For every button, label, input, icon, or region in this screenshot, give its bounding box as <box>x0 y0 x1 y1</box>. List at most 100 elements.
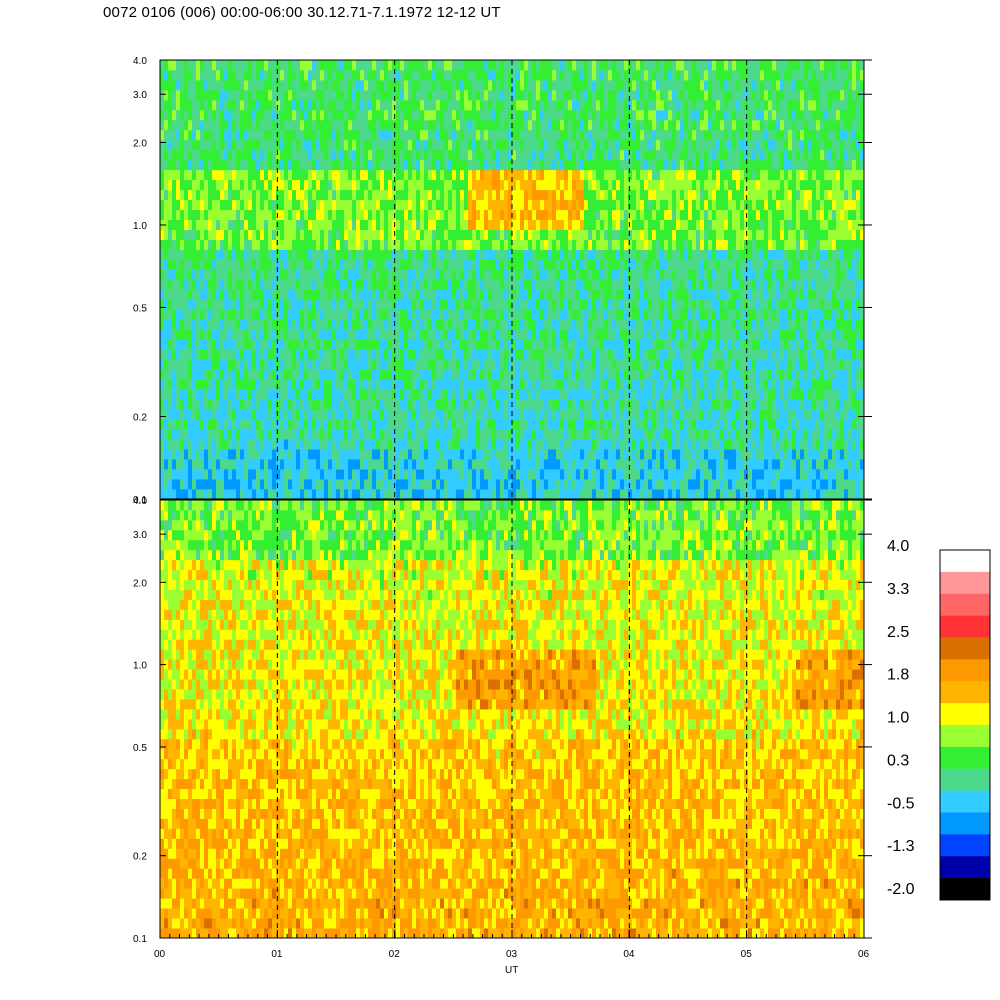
heatmap-cell <box>220 279 225 290</box>
heatmap-cell <box>384 429 389 440</box>
heatmap-cell <box>468 259 473 270</box>
heatmap-cell <box>420 409 425 420</box>
heatmap-cell <box>436 389 441 400</box>
heatmap-cell <box>428 199 433 211</box>
heatmap-cell <box>372 359 377 370</box>
heatmap-cell <box>576 159 581 171</box>
heatmap-cell <box>444 99 449 111</box>
heatmap-cell <box>556 69 561 81</box>
heatmap-cell <box>400 149 405 161</box>
heatmap-cell <box>460 469 465 480</box>
heatmap-cell <box>248 159 253 171</box>
heatmap-cell <box>612 389 617 400</box>
heatmap-cell <box>600 319 605 330</box>
heatmap-cell <box>548 199 553 211</box>
heatmap-cell <box>580 149 585 161</box>
heatmap-cell <box>572 99 577 111</box>
heatmap-cell <box>460 219 465 231</box>
heatmap-cell <box>564 219 569 231</box>
heatmap-cell <box>492 119 497 131</box>
heatmap-cell <box>280 469 285 480</box>
heatmap-cell <box>312 179 317 191</box>
heatmap-cell <box>532 259 537 270</box>
heatmap-cell <box>188 329 193 340</box>
heatmap-cell <box>596 369 601 380</box>
heatmap-cell <box>344 389 349 400</box>
heatmap-cell <box>484 469 489 480</box>
heatmap-cell <box>340 309 345 320</box>
heatmap-cell <box>440 169 445 181</box>
heatmap-cell <box>500 279 505 290</box>
heatmap-cell <box>316 89 321 101</box>
heatmap-cell <box>528 179 533 191</box>
heatmap-cell <box>512 449 517 460</box>
heatmap-cell <box>356 89 361 101</box>
heatmap-cell <box>324 199 329 211</box>
heatmap-cell <box>208 439 213 450</box>
heatmap-cell <box>208 419 213 430</box>
heatmap-cell <box>440 329 445 340</box>
heatmap-cell <box>384 389 389 400</box>
heatmap-cell <box>256 469 261 480</box>
heatmap-cell <box>420 419 425 430</box>
heatmap-cell <box>288 419 293 430</box>
heatmap-cell <box>440 379 445 390</box>
heatmap-cell <box>460 319 465 330</box>
heatmap-cell <box>280 459 285 470</box>
heatmap-cell <box>272 249 277 260</box>
heatmap-cell <box>512 209 517 221</box>
heatmap-cell <box>352 79 357 91</box>
heatmap-cell <box>272 299 277 310</box>
heatmap-cell <box>420 469 425 480</box>
heatmap-cell <box>216 269 221 280</box>
heatmap-cell <box>220 259 225 270</box>
heatmap-cell <box>400 209 405 221</box>
heatmap-cell <box>400 419 405 430</box>
heatmap-cell <box>188 219 193 231</box>
heatmap-cell <box>524 369 529 380</box>
heatmap-cell <box>316 489 321 500</box>
heatmap-cell <box>384 199 389 211</box>
heatmap-cell <box>476 379 481 390</box>
heatmap-cell <box>532 399 537 410</box>
heatmap-cell <box>464 489 469 500</box>
heatmap-cell <box>252 60 257 71</box>
heatmap-cell <box>224 79 229 91</box>
heatmap-cell <box>372 60 377 71</box>
heatmap-cell <box>364 209 369 221</box>
heatmap-cell <box>592 309 597 320</box>
heatmap-cell <box>376 459 381 470</box>
heatmap-cell <box>444 389 449 400</box>
heatmap-cell <box>540 179 545 191</box>
heatmap-cell <box>328 79 333 91</box>
heatmap-cell <box>428 379 433 390</box>
heatmap-cell <box>464 369 469 380</box>
heatmap-cell <box>528 429 533 440</box>
heatmap-cell <box>424 99 429 111</box>
heatmap-cell <box>520 389 525 400</box>
heatmap-cell <box>188 69 193 81</box>
heatmap-cell <box>556 459 561 470</box>
heatmap-cell <box>504 189 509 201</box>
heatmap-cell <box>164 479 169 490</box>
heatmap-cell <box>372 239 377 250</box>
heatmap-cell <box>464 89 469 101</box>
heatmap-cell <box>252 149 257 161</box>
heatmap-cell <box>480 269 485 280</box>
heatmap-cell <box>352 149 357 161</box>
heatmap-cell <box>532 129 537 141</box>
heatmap-cell <box>364 329 369 340</box>
heatmap-cell <box>200 119 205 131</box>
heatmap-cell <box>288 129 293 141</box>
heatmap-cell <box>404 149 409 161</box>
heatmap-cell <box>592 339 597 350</box>
heatmap-cell <box>352 119 357 131</box>
heatmap-cell <box>340 259 345 270</box>
heatmap-cell <box>268 239 273 250</box>
heatmap-cell <box>500 369 505 380</box>
heatmap-cell <box>444 209 449 221</box>
heatmap-cell <box>368 239 373 250</box>
heatmap-cell <box>612 349 617 360</box>
heatmap-cell <box>296 169 301 181</box>
heatmap-cell <box>196 379 201 390</box>
